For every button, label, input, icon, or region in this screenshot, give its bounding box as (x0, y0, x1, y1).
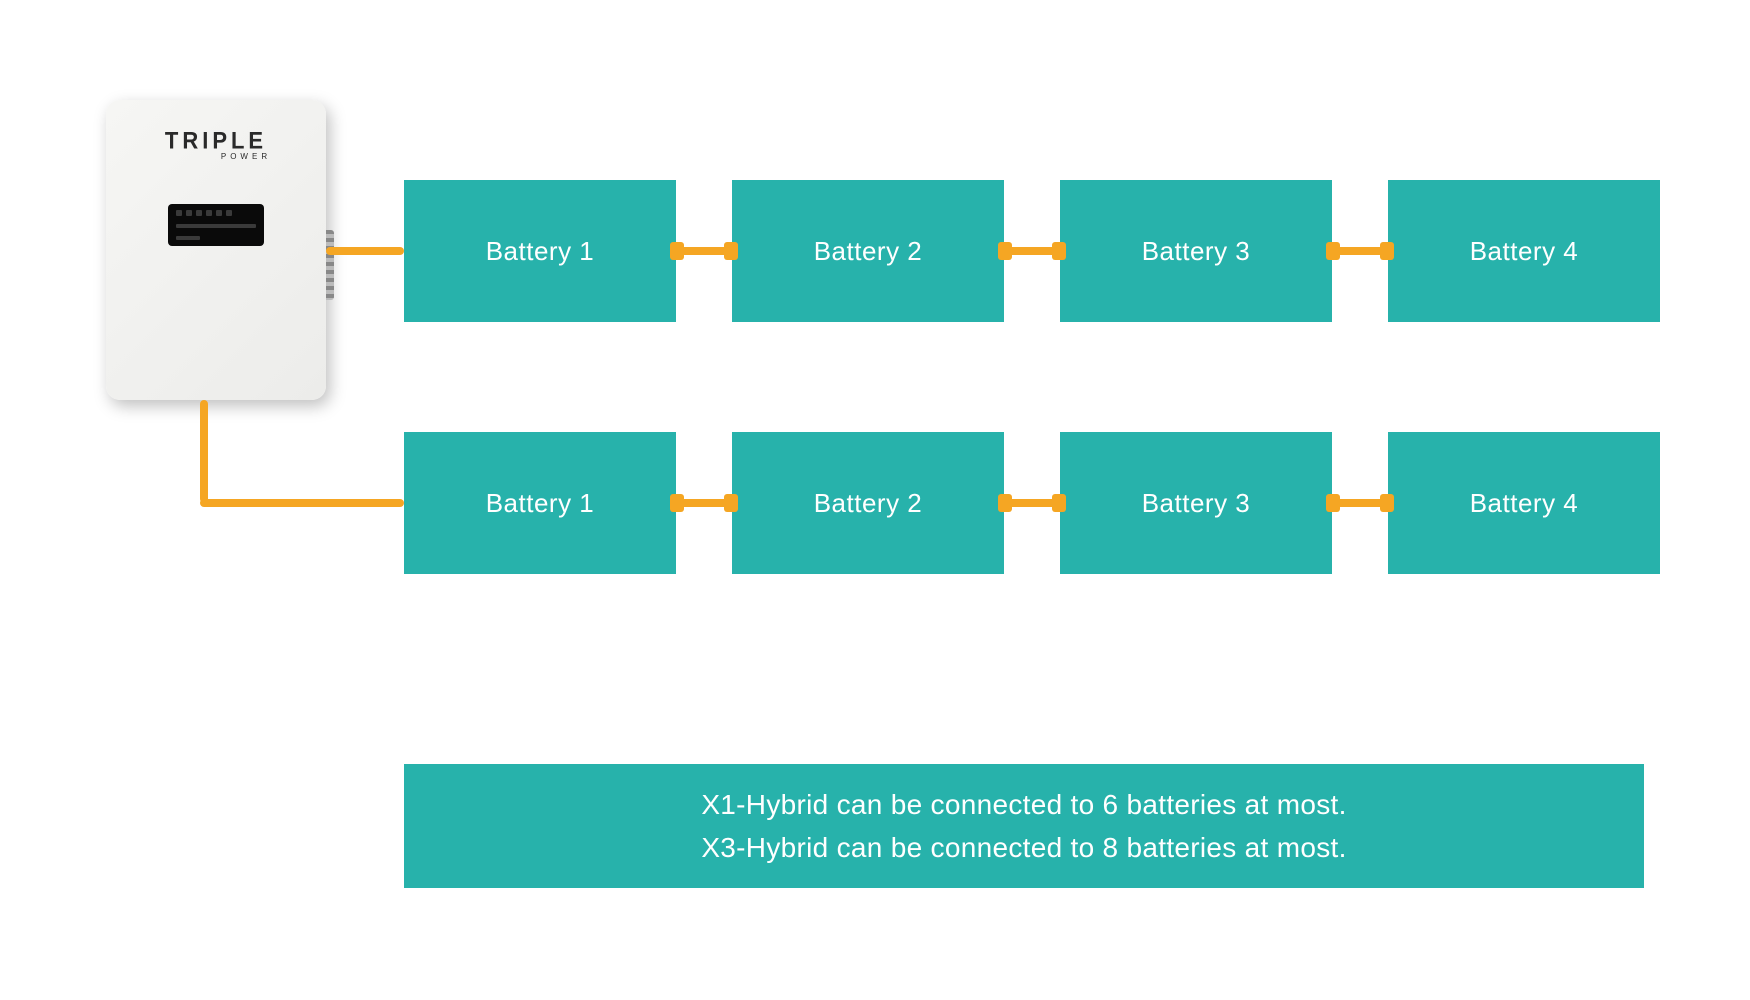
inverter-device: TRIPLE POWER (106, 100, 326, 400)
connector-device-row2-v (200, 400, 208, 503)
connector-knob (724, 242, 738, 260)
connector-device-row1 (326, 247, 404, 255)
battery-row2-4: Battery 4 (1388, 432, 1660, 574)
battery-row1-2: Battery 2 (732, 180, 1004, 322)
battery-row2-3: Battery 3 (1060, 432, 1332, 574)
connector-device-row2-h (200, 499, 404, 507)
battery-label: Battery 2 (814, 488, 923, 519)
connector-knob (1326, 494, 1340, 512)
connector-knob (670, 494, 684, 512)
connector-knob (1326, 242, 1340, 260)
device-brand: TRIPLE (106, 127, 326, 156)
device-logo: TRIPLE POWER (106, 128, 326, 161)
caption-box: X1-Hybrid can be connected to 6 batterie… (404, 764, 1644, 888)
battery-label: Battery 2 (814, 236, 923, 267)
battery-row2-1: Battery 1 (404, 432, 676, 574)
caption-line-2: X3-Hybrid can be connected to 8 batterie… (701, 826, 1346, 869)
connector-knob (724, 494, 738, 512)
connector-knob (998, 494, 1012, 512)
connector-knob (1052, 494, 1066, 512)
battery-label: Battery 4 (1470, 236, 1579, 267)
battery-label: Battery 1 (486, 236, 595, 267)
battery-label: Battery 3 (1142, 488, 1251, 519)
battery-row1-3: Battery 3 (1060, 180, 1332, 322)
battery-label: Battery 1 (486, 488, 595, 519)
battery-label: Battery 4 (1470, 488, 1579, 519)
battery-row1-1: Battery 1 (404, 180, 676, 322)
connector-knob (1380, 242, 1394, 260)
battery-row2-2: Battery 2 (732, 432, 1004, 574)
connector-knob (1380, 494, 1394, 512)
caption-line-1: X1-Hybrid can be connected to 6 batterie… (701, 783, 1346, 826)
battery-connection-diagram: TRIPLE POWER Battery 1 Battery 2 Battery… (0, 0, 1750, 1000)
connector-knob (998, 242, 1012, 260)
connector-knob (1052, 242, 1066, 260)
battery-label: Battery 3 (1142, 236, 1251, 267)
device-screen (168, 204, 264, 246)
connector-knob (670, 242, 684, 260)
battery-row1-4: Battery 4 (1388, 180, 1660, 322)
